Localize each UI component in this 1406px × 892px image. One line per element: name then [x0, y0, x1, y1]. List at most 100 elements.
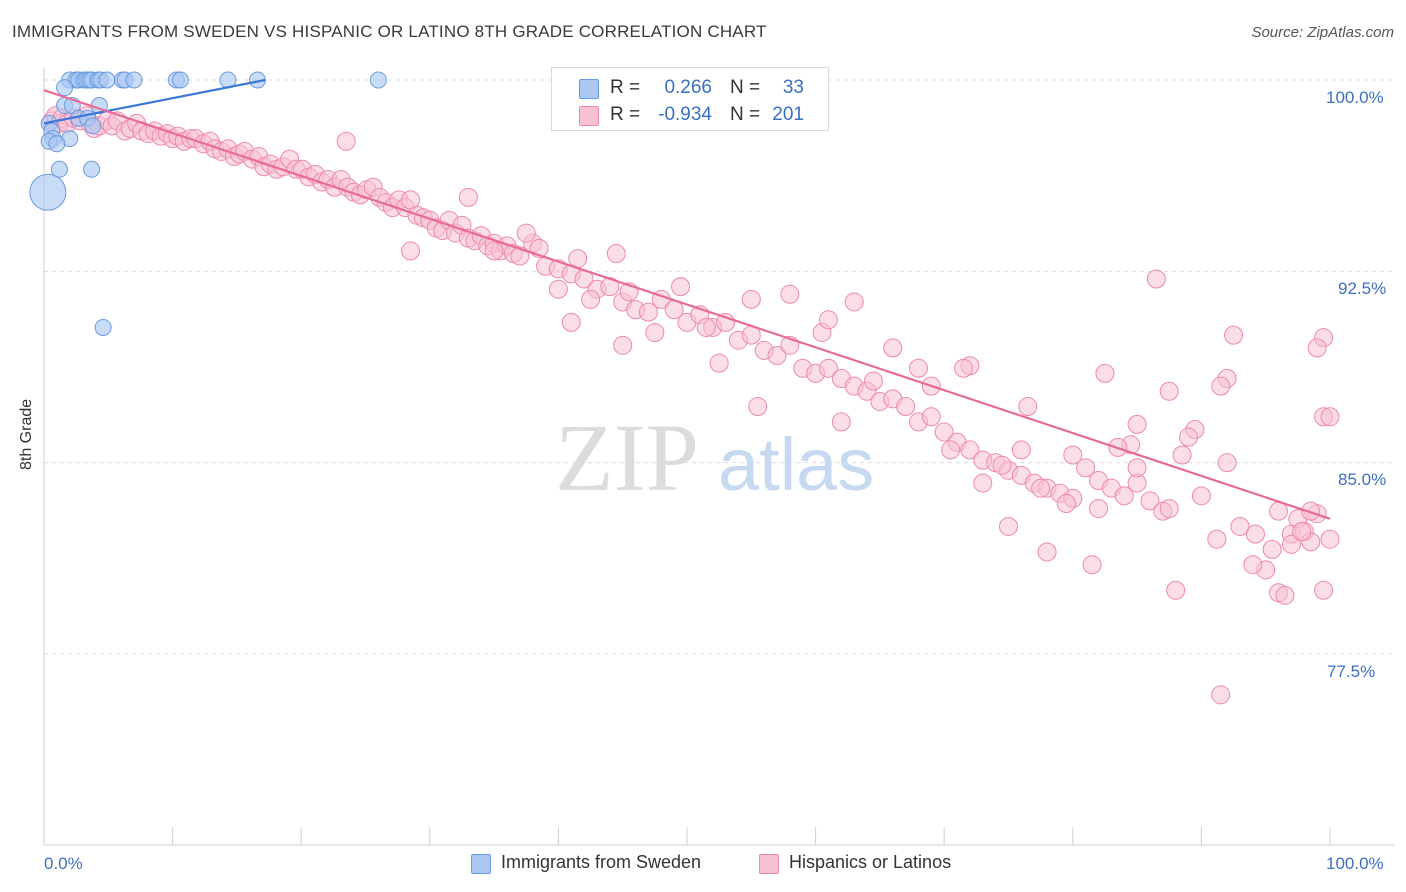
hispanic-point	[960, 440, 980, 460]
hispanic-point	[1179, 427, 1199, 447]
hispanic-point	[953, 358, 973, 378]
hispanic-point	[510, 246, 530, 266]
hispanic-point	[1082, 555, 1102, 575]
legend-row-sweden: R = 0.266 N = 33	[552, 75, 828, 101]
legend-swatch-pink	[579, 106, 599, 126]
hispanic-point	[1089, 499, 1109, 519]
hispanic-point	[1243, 555, 1263, 575]
hispanic-point	[1275, 585, 1295, 605]
legend-n-value: 201	[772, 104, 804, 125]
hispanic-point	[638, 302, 658, 322]
hispanic-point	[1191, 486, 1211, 506]
hispanic-point	[883, 338, 903, 358]
legend-r-value: -0.934	[658, 104, 712, 125]
hispanic-point	[1211, 376, 1231, 396]
hispanic-point	[1245, 524, 1265, 544]
hispanic-point	[844, 292, 864, 312]
hispanic-point	[1307, 338, 1327, 358]
legend-swatch-blue	[579, 79, 599, 99]
hispanic-point	[767, 346, 787, 366]
hispanic-point	[863, 371, 883, 391]
watermark-zip: ZIP	[555, 404, 699, 511]
hispanic-point	[1031, 478, 1051, 498]
hispanic-point	[1224, 325, 1244, 345]
hispanic-point	[548, 279, 568, 299]
watermark: ZIP atlas	[555, 404, 874, 511]
legend-r-label: R =	[610, 77, 641, 98]
hispanic-point	[1320, 529, 1340, 549]
sweden-point	[29, 173, 67, 211]
hispanic-point	[831, 412, 851, 432]
hispanic-point	[908, 358, 928, 378]
hispanic-point	[671, 277, 691, 297]
hispanic-trend-line	[43, 89, 1331, 520]
hispanic-point	[1127, 458, 1147, 478]
source-credit: Source: ZipAtlas.com	[1251, 24, 1394, 41]
hispanic-point	[818, 358, 838, 378]
hispanic-point	[484, 241, 504, 261]
hispanic-point	[1281, 534, 1301, 554]
hispanic-point	[1127, 414, 1147, 434]
legend-row-hispanic: R = -0.934 N = 201	[552, 102, 828, 128]
sweden-point	[98, 71, 116, 89]
hispanic-point	[1230, 516, 1250, 536]
trend-lines	[43, 78, 1331, 520]
hispanic-point	[1063, 445, 1083, 465]
hispanic-point	[1159, 499, 1179, 519]
hispanic-point	[401, 241, 421, 261]
legend-n-label: N =	[730, 104, 761, 125]
hispanic-point	[645, 323, 665, 343]
legend-n-label: N =	[730, 77, 761, 98]
hispanic-point	[709, 353, 729, 373]
hispanic-point	[606, 243, 626, 263]
hispanic-point	[1114, 486, 1134, 506]
hispanic-point	[1292, 522, 1312, 542]
hispanic-point	[1217, 453, 1237, 473]
hispanic-point	[780, 284, 800, 304]
y-tick-label: 85.0%	[1338, 470, 1387, 489]
hispanic-point	[1095, 363, 1115, 383]
hispanic-point	[921, 407, 941, 427]
x-tick-label-min: 0.0%	[44, 854, 83, 873]
hispanic-point	[1037, 542, 1057, 562]
hispanic-point	[934, 422, 954, 442]
hispanic-point	[458, 187, 478, 207]
sweden-point	[56, 79, 74, 97]
hispanic-point	[992, 455, 1012, 475]
y-tick-label: 92.5%	[1338, 279, 1387, 298]
sweden-points	[29, 71, 387, 336]
correlation-legend: R = 0.266 N = 33 R = -0.934 N = 201	[551, 67, 829, 131]
hispanic-point	[1140, 491, 1160, 511]
y-axis-title: 8th Grade	[18, 398, 35, 470]
hispanic-point	[561, 312, 581, 332]
hispanic-point	[1056, 493, 1076, 513]
hispanic-point	[818, 310, 838, 330]
chart-title: IMMIGRANTS FROM SWEDEN VS HISPANIC OR LA…	[12, 22, 767, 41]
legend-swatch-sweden	[471, 854, 491, 874]
hispanic-point	[1314, 580, 1334, 600]
sweden-point	[48, 135, 66, 153]
hispanic-point	[336, 131, 356, 151]
hispanic-point	[999, 516, 1018, 536]
sweden-trend-line	[43, 78, 266, 125]
legend-r-label: R =	[610, 104, 641, 125]
hispanic-point	[1262, 539, 1282, 559]
sweden-point	[83, 160, 101, 178]
sweden-point	[50, 160, 68, 178]
hispanic-point	[1172, 445, 1192, 465]
legend-swatch-hispanic	[759, 854, 779, 874]
hispanic-point	[941, 440, 961, 460]
sweden-point	[125, 71, 143, 89]
sweden-point	[94, 318, 112, 336]
hispanic-point	[696, 317, 716, 337]
hispanic-point	[1207, 529, 1227, 549]
hispanic-point	[1011, 440, 1031, 460]
series-legend: Immigrants from Sweden Hispanics or Lati…	[0, 852, 1406, 878]
hispanic-point	[1211, 685, 1231, 705]
y-tick-label: 100.0%	[1326, 88, 1384, 107]
watermark-atlas: atlas	[718, 423, 874, 506]
sweden-point	[248, 71, 266, 89]
hispanic-point	[973, 473, 993, 493]
hispanic-point	[1018, 397, 1038, 417]
